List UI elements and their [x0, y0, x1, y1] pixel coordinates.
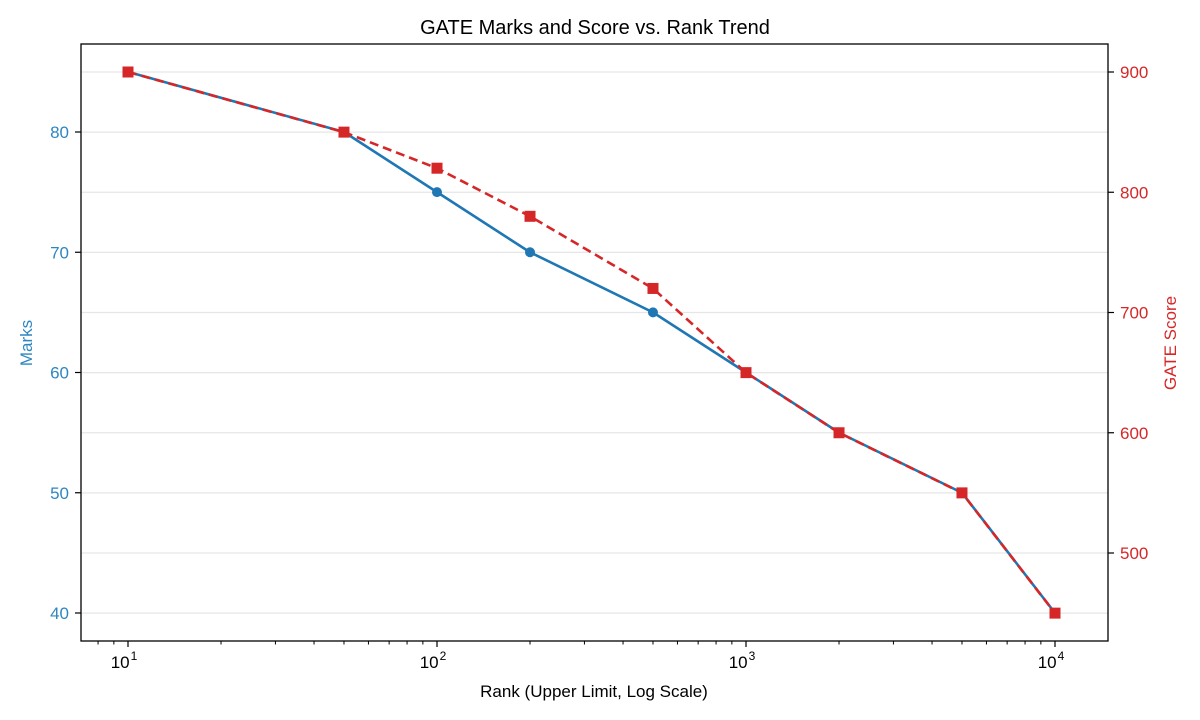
x-tick-label: 104: [1038, 649, 1065, 672]
left-y-tick-label: 40: [50, 604, 69, 623]
left-y-tick-label: 70: [50, 243, 69, 262]
marks-point: [432, 187, 442, 198]
left-y-tick-label: 50: [50, 484, 69, 503]
right-y-tick-label: 600: [1120, 424, 1148, 443]
score-point: [524, 210, 536, 222]
x-tick-label: 101: [111, 649, 138, 672]
score-point: [1049, 607, 1061, 619]
right-y-tick-label: 700: [1120, 304, 1148, 323]
left-y-axis-ticks: 40 50 60 70 80: [50, 123, 81, 623]
score-point: [647, 282, 659, 294]
x-axis-label: Rank (Upper Limit, Log Scale): [480, 682, 708, 701]
marks-line: [127, 70, 1057, 614]
score-point: [833, 427, 845, 439]
right-y-axis-ticks: 500 600 700 800 900: [1108, 63, 1148, 563]
right-y-tick-label: 900: [1120, 63, 1148, 82]
x-tick-label: 103: [729, 649, 756, 672]
score-point: [740, 367, 752, 379]
series-layer: [122, 66, 1061, 619]
right-y-axis-label: GATE Score: [1161, 296, 1180, 390]
grid-lines: [81, 71, 1108, 614]
marks-point: [647, 307, 658, 318]
score-line: [127, 70, 1057, 614]
marks-point: [525, 247, 536, 258]
score-point: [338, 126, 350, 138]
left-y-tick-label: 60: [50, 364, 69, 383]
score-point: [956, 487, 968, 499]
left-y-tick-label: 80: [50, 123, 69, 142]
score-point: [122, 66, 134, 78]
right-y-tick-label: 800: [1120, 183, 1148, 202]
right-y-tick-label: 500: [1120, 544, 1148, 563]
chart-title: GATE Marks and Score vs. Rank Trend: [420, 17, 770, 39]
x-axis-ticks: 101 102 103 104: [97, 641, 1065, 672]
score-point: [431, 162, 443, 174]
plot-frame: [80, 43, 1109, 642]
x-tick-label: 102: [420, 649, 447, 672]
left-y-axis-label: Marks: [17, 320, 36, 366]
